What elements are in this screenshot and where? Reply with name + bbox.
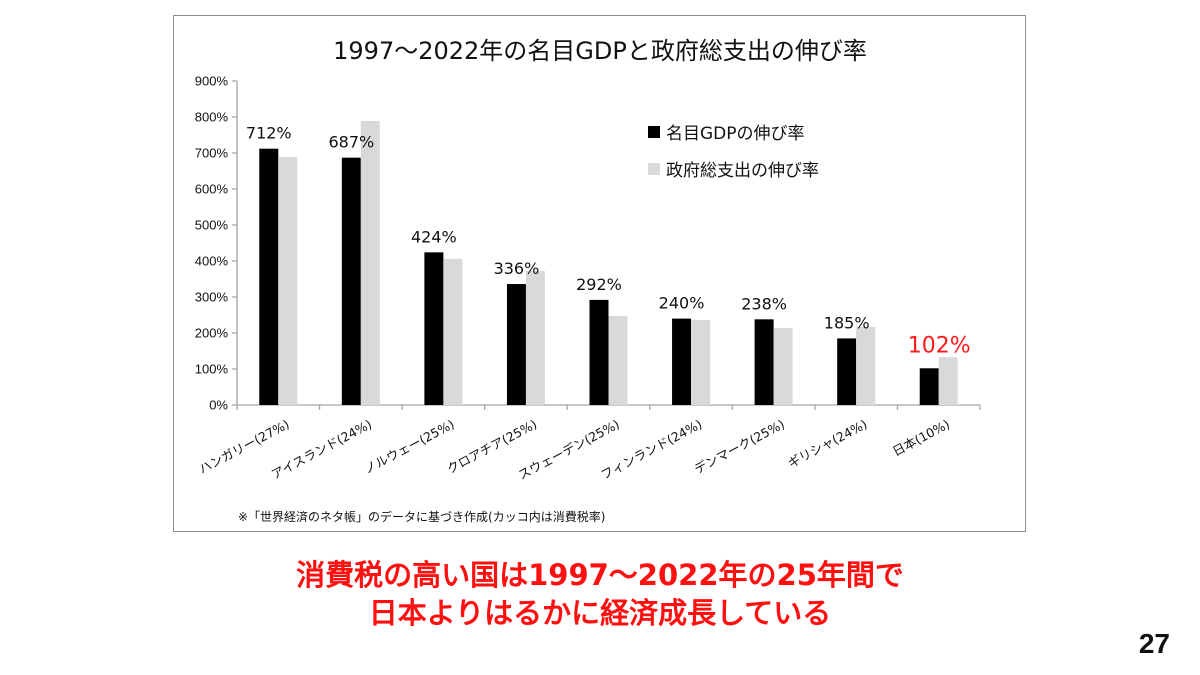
category-label: デンマーク(25%) [692,416,787,476]
chart-title: 1997〜2022年の名目GDPと政府総支出の伸び率 [333,37,867,65]
bar-government-spending [608,316,628,405]
y-tick-label: 400% [195,254,229,269]
bar-government-spending [360,120,380,406]
bar-nominal-gdp [672,318,692,405]
y-tick-label: 700% [195,146,229,161]
category-labels: ハンガリー(27%)アイスランド(24%)ノルウェー(25%)クロアチア(25%… [196,416,952,482]
data-label: 185% [824,313,870,332]
bars [259,120,958,406]
data-label: 238% [741,294,787,313]
legend-swatch-gdp [648,126,660,138]
caption-line-2: 日本よりはるかに経済成長している [368,596,832,630]
slide-caption: 消費税の高い国は1997〜2022年の25年間で 日本よりはるかに経済成長してい… [0,556,1200,632]
legend-label-spending: 政府総支出の伸び率 [666,161,819,181]
category-label: ノルウェー(25%) [361,416,456,476]
y-tick-label: 500% [195,218,229,233]
page-number: 27 [1138,628,1170,659]
y-tick-label: 200% [195,326,229,341]
bar-nominal-gdp [589,299,609,405]
y-tick-label: 900% [195,74,229,89]
data-label: 712% [246,124,292,143]
data-label: 687% [328,133,374,152]
bar-government-spending [691,320,711,405]
bar-nominal-gdp [259,148,279,405]
y-tick-label: 0% [209,398,228,413]
bar-nominal-gdp [341,157,361,405]
source-note: ※「世界経済のネタ帳」のデータに基づき作成(カッコ内は消費税率) [238,509,605,524]
legend-swatch-spending [648,163,660,175]
bar-nominal-gdp [506,284,526,405]
legend: 名目GDPの伸び率 政府総支出の伸び率 [648,124,819,181]
bar-government-spending [525,271,545,405]
chart-frame: 1997〜2022年の名目GDPと政府総支出の伸び率 0% 100% 200% 300… [173,15,1026,532]
bar-nominal-gdp [754,319,774,405]
data-label: 336% [494,259,540,278]
bar-government-spending [856,326,876,405]
y-tick-label: 100% [195,362,229,377]
y-tick-label: 800% [195,110,229,125]
category-label: 日本(10%) [890,416,952,459]
data-label: 424% [411,227,457,246]
y-tick-label: 300% [195,290,229,305]
x-axis [236,404,981,410]
caption-line-1: 消費税の高い国は1997〜2022年の25年間で [296,558,904,592]
value-labels: 712% 687% 424% 336% 292% 240% 238% 185% 102% [246,124,971,359]
bar-government-spending [938,357,958,405]
bar-government-spending [773,327,793,405]
data-label: 292% [576,275,622,294]
legend-label-gdp: 名目GDPの伸び率 [666,124,805,144]
bar-nominal-gdp [424,252,444,405]
bar-nominal-gdp [919,368,939,405]
bar-nominal-gdp [837,338,857,405]
y-tick-label: 600% [195,182,229,197]
data-label: 240% [659,294,705,313]
data-label: 102% [908,333,971,358]
category-label: ギリシャ(24%) [785,416,869,470]
bar-government-spending [443,258,463,405]
y-axis: 0% 100% 200% 300% 400% 500% 600% 700% 800% 900% [195,74,238,413]
bar-government-spending [278,156,298,405]
bar-chart: 1997〜2022年の名目GDPと政府総支出の伸び率 0% 100% 200% 300… [195,37,981,524]
